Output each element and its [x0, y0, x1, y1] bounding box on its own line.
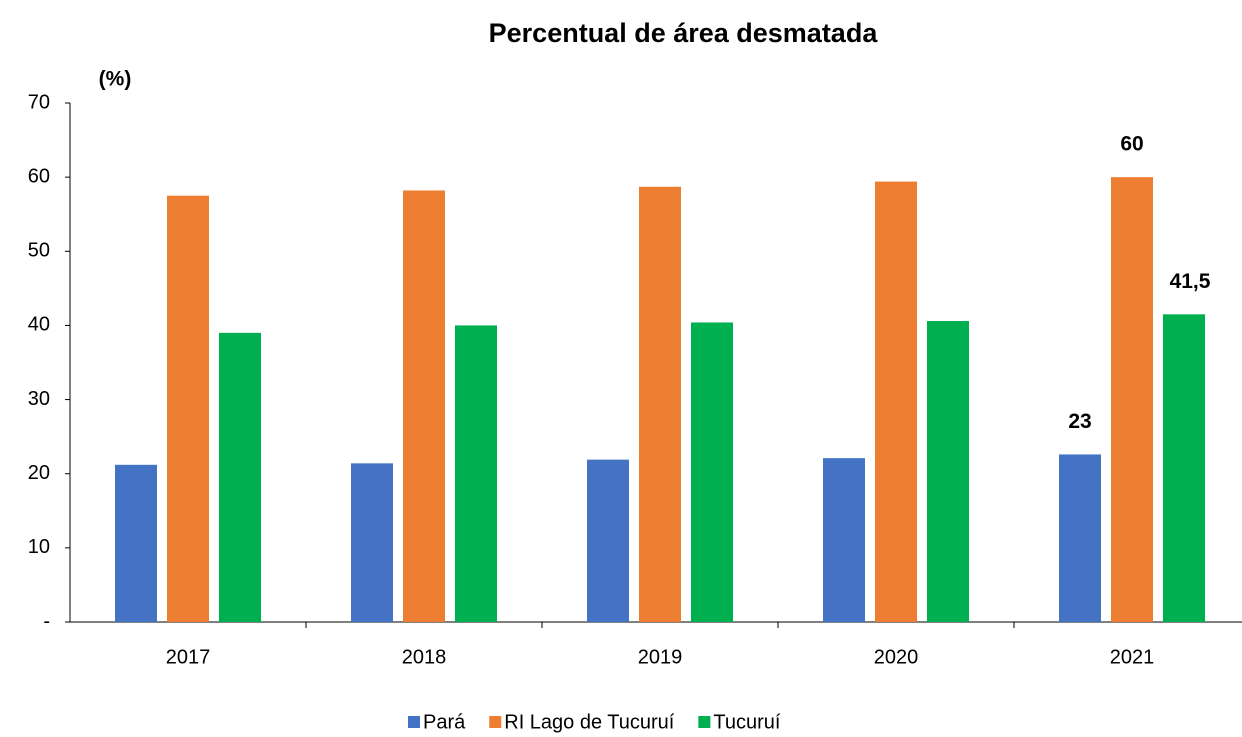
bar: [115, 464, 157, 622]
bar: [823, 458, 865, 622]
data-label: 60: [1120, 133, 1143, 156]
data-label: 23: [1068, 410, 1091, 433]
bar: [455, 325, 497, 622]
legend-swatch: [408, 716, 420, 728]
bar: [403, 190, 445, 622]
legend-label: Tucuruí: [713, 711, 781, 733]
y-tick-label: 30: [28, 388, 50, 410]
chart-title: Percentual de área desmatada: [489, 18, 879, 48]
y-tick-label: -: [43, 610, 50, 632]
legend-label: RI Lago de Tucuruí: [504, 711, 675, 733]
y-tick-label: 20: [28, 462, 50, 484]
x-tick-label: 2019: [638, 646, 683, 668]
legend-label: Pará: [423, 711, 466, 733]
bar: [1163, 314, 1205, 622]
bar: [1111, 177, 1153, 622]
bar: [587, 459, 629, 622]
bar: [1059, 454, 1101, 622]
x-tick-label: 2021: [1110, 646, 1155, 668]
y-tick-label: 50: [28, 240, 50, 262]
legend-swatch: [489, 716, 502, 728]
bar: [167, 195, 209, 622]
y-tick-label: 60: [28, 165, 50, 187]
legend-swatch: [698, 716, 711, 728]
y-tick-label: 40: [28, 314, 50, 336]
bar: [351, 463, 393, 622]
data-label: 41,5: [1170, 270, 1211, 293]
x-tick-label: 2017: [166, 646, 211, 668]
bar: [691, 322, 733, 622]
x-tick-label: 2020: [874, 646, 919, 668]
y-axis-label: (%): [99, 68, 132, 91]
x-tick-label: 2018: [402, 646, 447, 668]
bar: [219, 332, 261, 622]
y-tick-label: 10: [28, 536, 50, 558]
bar: [639, 186, 681, 622]
bar: [875, 181, 917, 622]
y-tick-label: 70: [28, 91, 50, 113]
bar: [927, 320, 969, 622]
